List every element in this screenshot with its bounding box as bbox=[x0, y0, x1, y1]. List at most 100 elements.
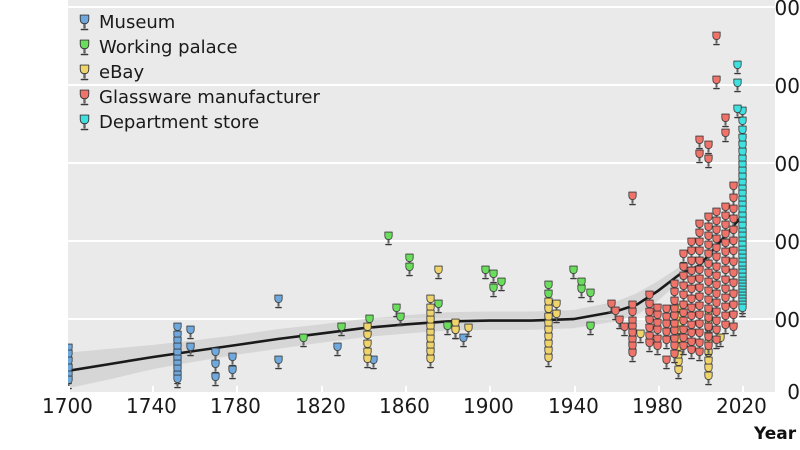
gridline bbox=[68, 162, 775, 164]
data-point bbox=[425, 354, 436, 373]
data-point bbox=[383, 231, 394, 250]
data-point bbox=[585, 288, 596, 307]
data-point bbox=[496, 277, 507, 296]
legend-item-working-palace[interactable]: Working palace bbox=[78, 35, 320, 60]
data-point bbox=[635, 329, 646, 348]
data-point bbox=[728, 322, 739, 341]
data-point bbox=[298, 333, 309, 352]
data-point bbox=[442, 321, 453, 340]
data-point bbox=[458, 333, 469, 352]
data-point bbox=[732, 104, 743, 123]
data-point bbox=[172, 374, 183, 392]
wine-glass-icon bbox=[78, 14, 91, 31]
data-point bbox=[210, 359, 221, 378]
x-tick-mark bbox=[68, 386, 70, 392]
data-point bbox=[644, 338, 655, 357]
data-point bbox=[652, 341, 663, 360]
data-point bbox=[336, 322, 347, 341]
data-point bbox=[450, 325, 461, 344]
data-point bbox=[227, 352, 238, 371]
x-tick-mark bbox=[489, 386, 491, 392]
data-point bbox=[711, 335, 722, 354]
data-point bbox=[273, 355, 284, 374]
data-point bbox=[737, 303, 748, 322]
data-point bbox=[273, 294, 284, 313]
gridline bbox=[68, 240, 775, 242]
data-point bbox=[669, 349, 680, 368]
data-point bbox=[678, 341, 689, 360]
data-point bbox=[711, 75, 722, 94]
data-point bbox=[732, 78, 743, 97]
data-point bbox=[627, 191, 638, 210]
data-point bbox=[332, 342, 343, 361]
x-axis-title: Year bbox=[754, 424, 797, 444]
wine-glass-icon bbox=[78, 39, 91, 56]
data-point bbox=[694, 149, 705, 168]
data-point bbox=[703, 341, 714, 360]
data-point bbox=[585, 321, 596, 340]
data-point bbox=[661, 335, 672, 354]
x-tick-label: 1740 bbox=[126, 394, 177, 418]
data-point bbox=[703, 371, 714, 390]
x-tick-label: 1820 bbox=[295, 394, 346, 418]
data-point bbox=[463, 323, 474, 342]
data-point bbox=[711, 31, 722, 50]
x-tick-label: 1940 bbox=[548, 394, 599, 418]
plot-area: Museum Working palace eBay Glassware manufa… bbox=[68, 0, 775, 392]
x-tick-mark bbox=[574, 386, 576, 392]
data-point bbox=[210, 372, 221, 391]
data-point bbox=[488, 269, 499, 288]
data-point bbox=[703, 154, 714, 173]
x-tick-mark bbox=[236, 386, 238, 392]
x-tick-mark bbox=[742, 386, 744, 392]
data-point bbox=[703, 140, 714, 159]
y-tick-label: 0 bbox=[787, 380, 800, 404]
x-tick-mark bbox=[152, 386, 154, 392]
legend-item-label: Department store bbox=[99, 112, 260, 133]
legend-item-label: eBay bbox=[99, 62, 145, 83]
x-tick-label: 1780 bbox=[210, 394, 261, 418]
legend-item-department-store[interactable]: Department store bbox=[78, 110, 320, 135]
data-point bbox=[433, 265, 444, 284]
legend-item-glassware-manufacturer[interactable]: Glassware manufacturer bbox=[78, 85, 320, 110]
data-point bbox=[433, 299, 444, 318]
data-point bbox=[568, 265, 579, 284]
data-point bbox=[678, 249, 689, 268]
data-point bbox=[480, 265, 491, 284]
wine-glass-icon bbox=[78, 64, 91, 81]
x-tick-mark bbox=[321, 386, 323, 392]
data-point bbox=[686, 345, 697, 364]
legend-item-label: Working palace bbox=[99, 37, 238, 58]
data-point bbox=[227, 365, 238, 384]
x-tick-mark bbox=[658, 386, 660, 392]
legend: Museum Working palace eBay Glassware manufa… bbox=[78, 10, 320, 135]
y-axis-title-wrap: Capacity (mL) bbox=[8, 120, 28, 260]
x-tick-label: 1980 bbox=[632, 394, 683, 418]
data-point bbox=[732, 60, 743, 79]
wine-glass-icon bbox=[78, 89, 91, 106]
data-point bbox=[395, 312, 406, 331]
data-point bbox=[661, 355, 672, 374]
data-point bbox=[404, 262, 415, 281]
data-point bbox=[610, 306, 621, 325]
data-point bbox=[720, 128, 731, 147]
x-tick-label: 2020 bbox=[716, 394, 767, 418]
wine-glass-icon bbox=[78, 114, 91, 131]
data-point bbox=[543, 353, 554, 372]
data-point bbox=[627, 348, 638, 367]
data-point bbox=[720, 320, 731, 339]
x-tick-label: 1700 bbox=[42, 394, 93, 418]
gridline bbox=[68, 84, 775, 86]
confidence-band bbox=[68, 207, 742, 389]
data-point bbox=[362, 354, 373, 373]
legend-item-ebay[interactable]: eBay bbox=[78, 60, 320, 85]
data-point bbox=[576, 284, 587, 303]
x-tick-label: 1860 bbox=[379, 394, 430, 418]
data-point bbox=[673, 365, 684, 384]
legend-item-museum[interactable]: Museum bbox=[78, 10, 320, 35]
data-point bbox=[185, 342, 196, 361]
gridline bbox=[68, 6, 775, 8]
data-point bbox=[720, 113, 731, 132]
legend-item-label: Glassware manufacturer bbox=[99, 87, 320, 108]
